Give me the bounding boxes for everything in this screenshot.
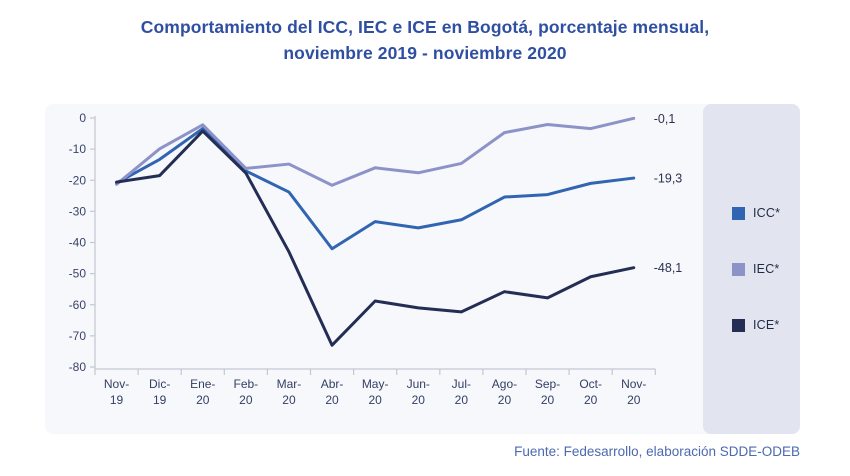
x-tick-label: Oct- bbox=[579, 377, 602, 391]
legend-panel: ICC* IEC* ICE* bbox=[703, 104, 800, 434]
source-note: Fuente: Fedesarrollo, elaboración SDDE-O… bbox=[514, 444, 800, 459]
x-tick-label: 20 bbox=[627, 393, 641, 407]
series-line-iec bbox=[115, 116, 636, 187]
x-tick-label: Nov- bbox=[621, 377, 646, 391]
legend-label-icc: ICC* bbox=[753, 206, 781, 220]
legend-item-icc: ICC* bbox=[732, 206, 780, 220]
y-tick-label: -60 bbox=[69, 298, 87, 312]
y-tick-label: -80 bbox=[69, 360, 87, 374]
x-tick-label: 20 bbox=[282, 393, 296, 407]
x-tick-label: 20 bbox=[325, 393, 339, 407]
x-tick-label: Dic- bbox=[149, 377, 170, 391]
series-end-label-ice: -48,1 bbox=[654, 261, 683, 275]
y-tick-label: -20 bbox=[69, 173, 87, 187]
x-tick-label: 20 bbox=[455, 393, 469, 407]
legend-label-iec: IEC* bbox=[753, 262, 780, 276]
y-tick-label: 0 bbox=[79, 111, 86, 125]
chart-title: Comportamiento del ICC, IEC e ICE en Bog… bbox=[40, 14, 810, 66]
line-chart: 0 -10 -20 -30 -40 -50 -60 -70 -80 Nov- 19 Dic- 19 Ene… bbox=[69, 111, 683, 407]
x-tick-label: 20 bbox=[196, 393, 210, 407]
x-tick-label: Ago- bbox=[492, 377, 517, 391]
x-tick-label: Jul- bbox=[452, 377, 471, 391]
x-tick-label: Mar- bbox=[277, 377, 302, 391]
chart-title-line1: Comportamiento del ICC, IEC e ICE en Bog… bbox=[140, 17, 710, 37]
series-end-label-iec: -0,1 bbox=[654, 112, 676, 126]
x-tick-label: Nov- bbox=[104, 377, 129, 391]
x-tick-label: 20 bbox=[412, 393, 426, 407]
y-tick-label: -10 bbox=[69, 142, 87, 156]
x-tick-label: 20 bbox=[498, 393, 512, 407]
series-end-label-icc: -19,3 bbox=[654, 172, 683, 186]
x-tick-label: 20 bbox=[239, 393, 253, 407]
x-tick-label: 19 bbox=[110, 393, 124, 407]
legend-label-ice: ICE* bbox=[753, 318, 780, 332]
chart-title-line2: noviembre 2019 - noviembre 2020 bbox=[283, 43, 567, 63]
x-tick-label: 20 bbox=[584, 393, 598, 407]
page: Comportamiento del ICC, IEC e ICE en Bog… bbox=[0, 14, 850, 476]
series-line-ice bbox=[115, 129, 636, 347]
x-tick-label: Feb- bbox=[234, 377, 259, 391]
x-tick-label: May- bbox=[362, 377, 389, 391]
legend-item-iec: IEC* bbox=[732, 262, 780, 276]
x-tick-label: 20 bbox=[368, 393, 382, 407]
iec-swatch bbox=[732, 262, 745, 276]
legend-item-ice: ICE* bbox=[732, 318, 780, 332]
y-tick-label: -50 bbox=[69, 267, 87, 281]
chart-card: 0 -10 -20 -30 -40 -50 -60 -70 -80 Nov- 19 Dic- 19 Ene… bbox=[45, 104, 800, 434]
x-tick-label: Jun- bbox=[407, 377, 430, 391]
x-tick-label: 19 bbox=[153, 393, 167, 407]
y-tick-label: -30 bbox=[69, 204, 87, 218]
y-tick-label: -70 bbox=[69, 329, 87, 343]
series-line-icc bbox=[115, 127, 636, 251]
x-tick-label: Sep- bbox=[535, 377, 560, 391]
ice-swatch bbox=[732, 318, 745, 332]
x-tick-label: Abr- bbox=[321, 377, 344, 391]
x-tick-label: 20 bbox=[541, 393, 555, 407]
icc-swatch bbox=[732, 206, 745, 220]
x-tick-label: Ene- bbox=[190, 377, 215, 391]
y-tick-label: -40 bbox=[69, 236, 87, 250]
